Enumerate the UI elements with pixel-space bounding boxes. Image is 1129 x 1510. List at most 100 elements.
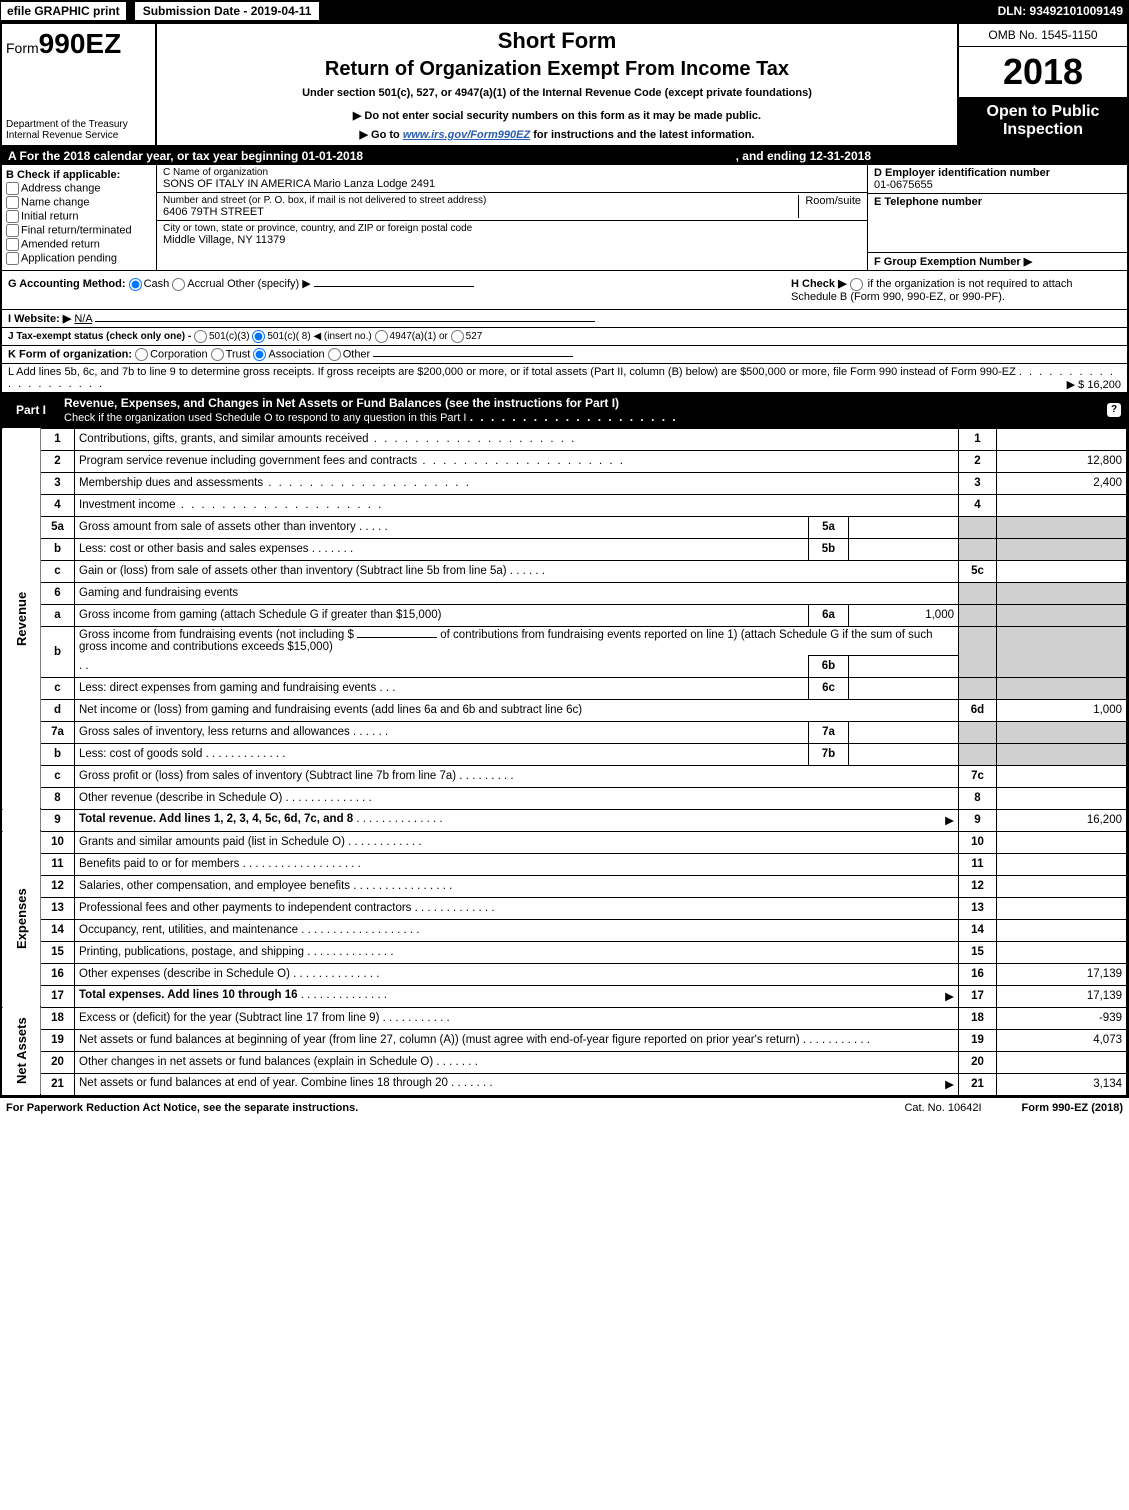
line-5b: b Less: cost or other basis and sales ex…: [2, 538, 1127, 560]
help-icon[interactable]: ?: [1107, 403, 1121, 417]
row-k: K Form of organization: Corporation Trus…: [2, 346, 1127, 364]
c-street-label: Number and street (or P. O. box, if mail…: [163, 195, 486, 206]
line-15: 15 Printing, publications, postage, and …: [2, 941, 1127, 963]
line-8: 8 Other revenue (describe in Schedule O)…: [2, 787, 1127, 809]
dept-irs: Internal Revenue Service: [6, 130, 151, 141]
radio-527[interactable]: [451, 330, 464, 343]
header-left: Form990EZ Department of the Treasury Int…: [2, 24, 157, 145]
section-bcdef: B Check if applicable: Address change Na…: [2, 165, 1127, 271]
form-990ez: 990EZ: [39, 28, 122, 59]
line-7c: c Gross profit or (loss) from sales of i…: [2, 765, 1127, 787]
part1-header: Part I Revenue, Expenses, and Changes in…: [2, 393, 1127, 428]
line-17: 17 Total expenses. Add lines 10 through …: [2, 985, 1127, 1007]
return-title: Return of Organization Exempt From Incom…: [165, 58, 949, 81]
row-a-ending: , and ending 12-31-2018: [736, 149, 871, 163]
side-revenue: Revenue: [2, 428, 41, 809]
d-label: D Employer identification number: [874, 167, 1050, 179]
c-name: C Name of organization SONS OF ITALY IN …: [157, 165, 867, 193]
top-bar: efile GRAPHIC print Submission Date - 20…: [0, 0, 1129, 22]
submission-date: Submission Date - 2019-04-11: [133, 0, 322, 22]
row-a-text: A For the 2018 calendar year, or tax yea…: [8, 149, 363, 163]
radio-cash[interactable]: [129, 278, 142, 291]
g-other-line: [314, 286, 474, 287]
footer-mid: Cat. No. 10642I: [904, 1102, 981, 1114]
line-14: 14 Occupancy, rent, utilities, and maint…: [2, 919, 1127, 941]
goto-link[interactable]: www.irs.gov/Form990EZ: [403, 129, 530, 141]
h-check: H Check ▶ if the organization is not req…: [791, 277, 1121, 303]
goto-line: ▶ Go to www.irs.gov/Form990EZ for instru…: [165, 128, 949, 141]
radio-trust[interactable]: [211, 348, 224, 361]
g-label: G Accounting Method:: [8, 278, 126, 290]
line-10: Expenses 10 Grants and similar amounts p…: [2, 831, 1127, 853]
row-a: A For the 2018 calendar year, or tax yea…: [2, 147, 1127, 165]
line-5a: 5a Gross amount from sale of assets othe…: [2, 516, 1127, 538]
chk-name-change[interactable]: Name change: [6, 196, 152, 209]
line-5c: c Gain or (loss) from sale of assets oth…: [2, 560, 1127, 582]
c-name-value: SONS OF ITALY IN AMERICA Mario Lanza Lod…: [163, 178, 435, 190]
h-label: H Check ▶: [791, 278, 847, 290]
j-label: J Tax-exempt status (check only one) -: [8, 331, 191, 342]
k-label: K Form of organization:: [8, 348, 132, 360]
d-value: 01-0675655: [874, 179, 933, 191]
chk-application-pending[interactable]: Application pending: [6, 252, 152, 265]
d-ein: D Employer identification number 01-0675…: [868, 165, 1127, 194]
line-1: Revenue 1 Contributions, gifts, grants, …: [2, 428, 1127, 450]
part1-label: Part I: [8, 401, 54, 419]
line-18: Net Assets 18 Excess or (deficit) for th…: [2, 1007, 1127, 1029]
c-street-value: 6406 79TH STREET: [163, 206, 486, 218]
g-other: Other (specify) ▶: [227, 278, 311, 290]
footer: For Paperwork Reduction Act Notice, see …: [0, 1098, 1129, 1118]
c-room: Room/suite: [798, 195, 861, 218]
line-7a: 7a Gross sales of inventory, less return…: [2, 721, 1127, 743]
line-6: 6 Gaming and fundraising events: [2, 582, 1127, 604]
form-prefix: Form: [6, 40, 39, 56]
radio-corp[interactable]: [135, 348, 148, 361]
under-section: Under section 501(c), 527, or 4947(a)(1)…: [165, 87, 949, 99]
radio-4947[interactable]: [375, 330, 388, 343]
chk-final-return[interactable]: Final return/terminated: [6, 224, 152, 237]
chk-amended-return[interactable]: Amended return: [6, 238, 152, 251]
c-city-label: City or town, state or province, country…: [163, 223, 472, 234]
line-6c: c Less: direct expenses from gaming and …: [2, 677, 1127, 699]
i-value: N/A: [74, 313, 92, 325]
radio-501c3[interactable]: [194, 330, 207, 343]
tax-year: 2018: [959, 47, 1127, 97]
col-def: D Employer identification number 01-0675…: [867, 165, 1127, 270]
ssn-warning: ▶ Do not enter social security numbers o…: [165, 109, 949, 122]
i-label: I Website: ▶: [8, 313, 71, 325]
g-accounting: G Accounting Method: Cash Accrual Other …: [8, 277, 791, 303]
line-6d: d Net income or (loss) from gaming and f…: [2, 699, 1127, 721]
chk-address-change[interactable]: Address change: [6, 182, 152, 195]
row-j: J Tax-exempt status (check only one) - 5…: [2, 328, 1127, 346]
line-6a: a Gross income from gaming (attach Sched…: [2, 604, 1127, 626]
line-12: 12 Salaries, other compensation, and emp…: [2, 875, 1127, 897]
e-label: E Telephone number: [874, 196, 982, 208]
l-text: L Add lines 5b, 6c, and 7b to line 9 to …: [8, 366, 1016, 378]
radio-accrual[interactable]: [172, 278, 185, 291]
chk-initial-return[interactable]: Initial return: [6, 210, 152, 223]
dept-treasury: Department of the Treasury: [6, 119, 151, 130]
radio-h[interactable]: [850, 278, 863, 291]
l-amount: ▶ $ 16,200: [1067, 378, 1121, 391]
header-row: Form990EZ Department of the Treasury Int…: [2, 24, 1127, 147]
b-label: B Check if applicable:: [6, 169, 120, 181]
line-19: 19 Net assets or fund balances at beginn…: [2, 1029, 1127, 1051]
dept: Department of the Treasury Internal Reve…: [6, 119, 151, 141]
radio-other[interactable]: [328, 348, 341, 361]
lines-table: Revenue 1 Contributions, gifts, grants, …: [2, 428, 1127, 1096]
radio-assoc[interactable]: [253, 348, 266, 361]
radio-501c[interactable]: [252, 330, 265, 343]
c-street: Number and street (or P. O. box, if mail…: [157, 193, 867, 221]
f-label: F Group Exemption Number ▶: [874, 256, 1032, 268]
header-right: OMB No. 1545-1150 2018 Open to Public In…: [957, 24, 1127, 145]
efile-label: efile GRAPHIC print: [0, 1, 127, 21]
line-3: 3 Membership dues and assessments 3 2,40…: [2, 472, 1127, 494]
line-16: 16 Other expenses (describe in Schedule …: [2, 963, 1127, 985]
row-i: I Website: ▶ N/A: [2, 310, 1127, 328]
short-form-title: Short Form: [165, 28, 949, 54]
line-20: 20 Other changes in net assets or fund b…: [2, 1051, 1127, 1073]
col-c: C Name of organization SONS OF ITALY IN …: [157, 165, 867, 270]
line-6b-2: . . 6b: [2, 655, 1127, 677]
goto-suffix: for instructions and the latest informat…: [530, 129, 754, 141]
row-l: L Add lines 5b, 6c, and 7b to line 9 to …: [2, 364, 1127, 393]
